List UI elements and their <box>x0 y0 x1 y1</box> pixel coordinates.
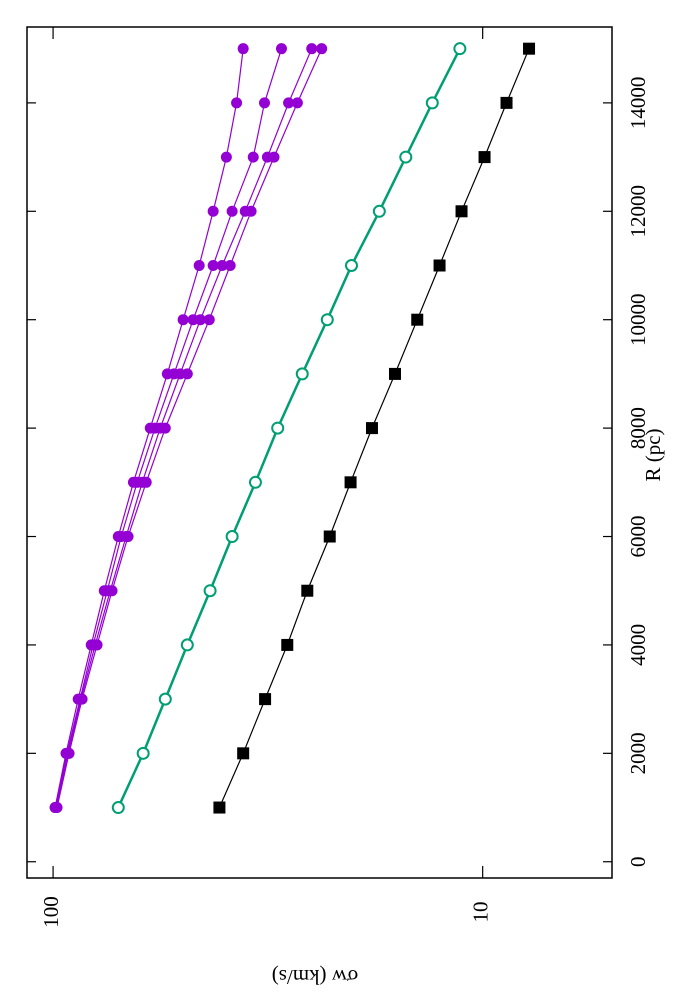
y-tick-label: 10 <box>468 902 492 923</box>
data-point <box>259 97 271 109</box>
data-point <box>344 258 358 272</box>
data-point <box>316 43 328 55</box>
data-point <box>213 801 226 814</box>
data-point <box>247 151 259 163</box>
x-tick-label: 8000 <box>626 407 650 449</box>
data-point <box>216 259 228 271</box>
data-point <box>237 747 250 760</box>
data-point <box>177 314 189 326</box>
data-point <box>248 475 262 489</box>
data-point <box>220 151 232 163</box>
data-point <box>411 313 424 326</box>
data-point <box>291 97 303 109</box>
data-point <box>224 259 236 271</box>
data-point <box>500 96 513 109</box>
data-point <box>301 584 314 597</box>
data-point <box>245 205 257 217</box>
data-point <box>388 367 401 380</box>
data-point <box>523 42 536 55</box>
data-point <box>111 801 125 815</box>
data-point <box>158 692 172 706</box>
x-tick-label: 6000 <box>626 516 650 558</box>
data-point <box>275 43 287 55</box>
y-tick-label: 100 <box>39 896 63 928</box>
data-point <box>203 584 217 598</box>
data-point <box>51 802 63 814</box>
data-point <box>194 314 206 326</box>
data-point <box>106 585 118 597</box>
data-point <box>268 151 280 163</box>
data-point <box>478 151 491 164</box>
data-point <box>306 43 318 55</box>
data-point <box>453 42 467 56</box>
data-point <box>281 638 294 651</box>
y-axis-label: σw (km/s) <box>272 965 359 989</box>
data-point <box>63 747 75 759</box>
data-point <box>271 421 285 435</box>
data-point <box>433 259 446 272</box>
data-point <box>207 205 219 217</box>
data-point <box>259 693 272 706</box>
data-point <box>283 97 295 109</box>
data-point <box>295 367 309 381</box>
data-point <box>323 530 336 543</box>
plot-frame <box>26 26 613 879</box>
data-point <box>207 259 219 271</box>
data-point <box>140 476 152 488</box>
x-axis-label: R (pc) <box>641 428 665 481</box>
x-tick-label: 12000 <box>626 185 650 238</box>
data-point <box>399 150 413 164</box>
x-tick-label: 4000 <box>626 624 650 666</box>
data-point <box>76 693 88 705</box>
data-point <box>225 530 239 544</box>
data-point <box>91 639 103 651</box>
x-tick-label: 2000 <box>626 732 650 774</box>
data-point <box>180 638 194 652</box>
data-point <box>455 205 468 218</box>
data-point <box>425 96 439 110</box>
data-point <box>136 746 150 760</box>
data-point <box>226 205 238 217</box>
data-point <box>344 476 357 489</box>
data-point <box>159 422 171 434</box>
data-point <box>181 368 193 380</box>
data-point <box>203 314 215 326</box>
x-tick-label: 14000 <box>626 77 650 129</box>
data-point <box>372 204 386 218</box>
data-point <box>365 422 378 435</box>
x-tick-label: 10000 <box>626 293 650 346</box>
data-point <box>122 531 134 543</box>
x-tick-label: 0 <box>626 856 650 867</box>
data-point <box>320 313 334 327</box>
data-point <box>193 259 205 271</box>
data-point <box>237 43 249 55</box>
data-point <box>231 97 243 109</box>
